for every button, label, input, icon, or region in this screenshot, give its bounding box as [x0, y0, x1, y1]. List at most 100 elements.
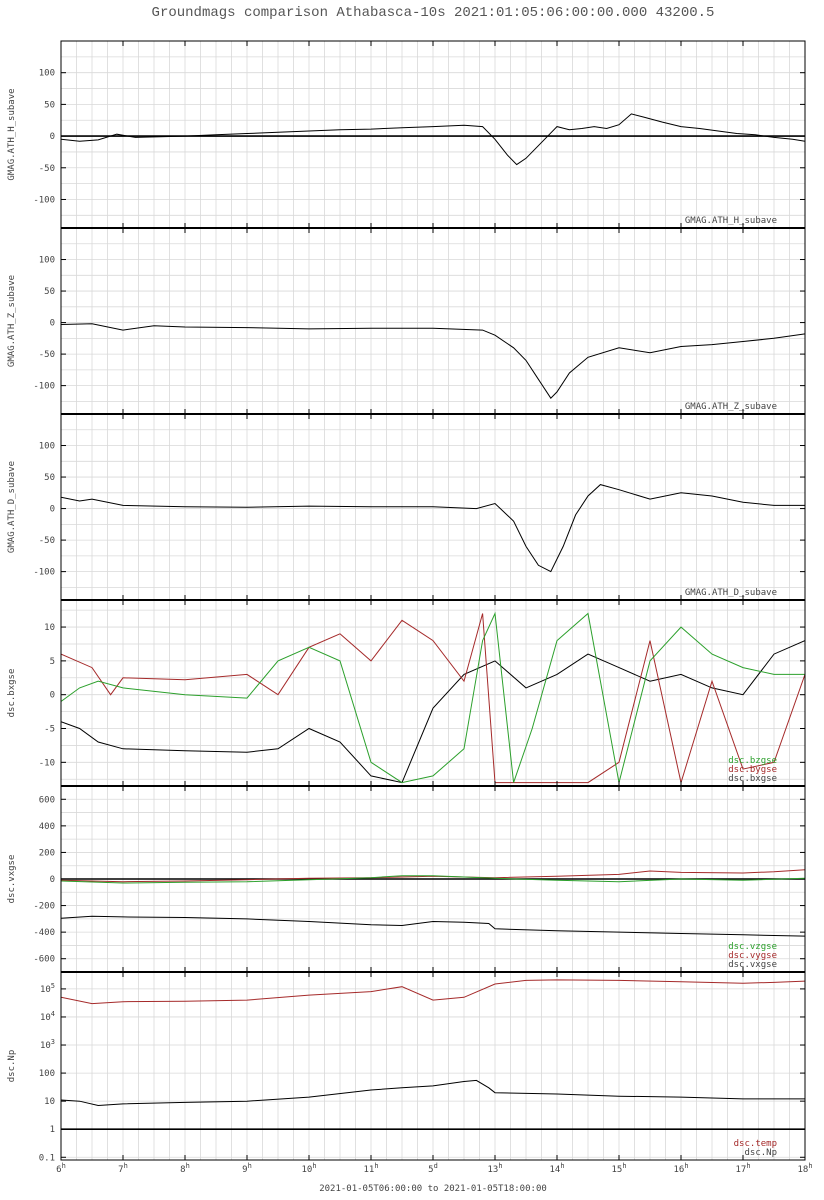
series-line-dsc-temp	[61, 979, 805, 1005]
series-line-dsc-vygse	[61, 869, 805, 883]
panels: 100500-50-100GMAG.ATH_H_subaveGMAG.ATH_H…	[7, 40, 813, 1175]
y-tick-label: -200	[33, 902, 55, 912]
y-tick-label: -10	[39, 758, 55, 768]
x-tick-suffix: d	[434, 1162, 438, 1170]
x-tick-label: 16h	[673, 1162, 688, 1175]
x-tick-suffix: h	[746, 1162, 750, 1170]
series-line-dsc-vzgse	[61, 875, 805, 884]
legend-entry: dsc.temp	[734, 1139, 777, 1149]
x-tick-suffix: h	[560, 1162, 564, 1170]
x-tick-suffix: h	[312, 1162, 316, 1170]
y-tick-label: -50	[39, 164, 55, 174]
y-tick-label: 100	[39, 69, 55, 79]
figure-title: Groundmags comparison Athabasca-10s 2021…	[152, 5, 715, 21]
y-axis-label: dsc.vxgse	[7, 855, 17, 904]
y-axis-label: GMAG.ATH_H_subave	[7, 88, 17, 180]
y-tick-label: -100	[33, 568, 55, 578]
y-axis-label: dsc.bxgse	[7, 669, 17, 718]
y-tick-label: 0	[50, 691, 55, 701]
y-axis-label: GMAG.ATH_Z_subave	[7, 275, 17, 367]
x-tick-label: 9h	[242, 1162, 252, 1175]
series-line-dsc-bxgse	[61, 640, 805, 784]
series-line-dsc-vxgse	[61, 915, 805, 937]
y-tick-label: 0	[50, 875, 55, 885]
x-tick-suffix: h	[62, 1162, 66, 1170]
legend-entry: GMAG.ATH_H_subave	[685, 216, 777, 226]
series-line-gmag-ath-h-subave	[61, 113, 805, 166]
y-tick-label: 600	[39, 795, 55, 805]
y-tick-label: 5	[50, 657, 55, 667]
y-tick-label: 0.1	[39, 1153, 55, 1163]
panel-3: 100 50 0 -50 -100 GMAG.ATH_D_subave GMAG.ATH_D…	[7, 413, 806, 601]
x-tick-label: 6h	[56, 1162, 66, 1175]
panel-5: 600 400 200 0 -200 -400 -600 dsc.vzgsedsc.vygse…	[7, 785, 806, 973]
y-tick-label: 100	[39, 256, 55, 266]
time-range-footer: 2021-01-05T06:00:00 to 2021-01-05T18:00:…	[319, 1184, 547, 1194]
y-tick-label: 400	[39, 822, 55, 832]
x-tick-label: 15h	[611, 1162, 626, 1175]
legend-entry: dsc.vzgse	[728, 942, 777, 952]
x-tick-suffix: h	[498, 1162, 502, 1170]
x-tick-suffix: h	[124, 1162, 128, 1170]
legend-entry: dsc.vxgse	[728, 960, 777, 970]
panel-1: 100 50 0 -50 -100 GMAG.ATH_H_subave GMAG.ATH_H…	[7, 40, 806, 229]
legend-entry: dsc.vygse	[728, 951, 777, 961]
y-tick-label: -5	[44, 725, 55, 735]
legend-entry: dsc.bygse	[728, 765, 777, 775]
x-tick-label: 11h	[363, 1162, 378, 1175]
series-line-gmag-ath-d-subave	[61, 484, 805, 573]
y-tick-label: -100	[33, 382, 55, 392]
y-tick-exponent: 5	[51, 982, 55, 990]
legend-entry: dsc.bzgse	[728, 756, 777, 766]
x-tick-label: 7h	[118, 1162, 128, 1175]
x-tick-label: 10h	[301, 1162, 316, 1175]
x-tick-suffix: h	[186, 1162, 190, 1170]
panel-2: 100 50 0 -50 -100 GMAG.ATH_Z_subave GMAG.ATH_Z…	[7, 227, 806, 415]
y-tick-label: 100	[39, 1069, 55, 1079]
y-tick-label: 10	[44, 623, 55, 633]
x-tick-suffix: h	[622, 1162, 626, 1170]
series-line-dsc-np	[61, 1079, 805, 1107]
x-tick-label: 5d	[428, 1162, 438, 1175]
y-tick-label: 103	[40, 1038, 55, 1051]
series-line-dsc-bzgse	[61, 611, 805, 784]
y-axis-label: dsc.Np	[7, 1050, 17, 1083]
y-tick-label: 50	[44, 287, 55, 297]
x-tick-label: 8h	[180, 1162, 190, 1175]
legend-entry: GMAG.ATH_D_subave	[685, 588, 777, 598]
y-tick-label: -50	[39, 536, 55, 546]
y-tick-label: -400	[33, 928, 55, 938]
x-tick-suffix: h	[808, 1162, 812, 1170]
x-tick-label: 13h	[487, 1162, 502, 1175]
y-tick-label: 0	[50, 132, 55, 142]
y-tick-exponent: 3	[51, 1038, 55, 1046]
y-tick-exponent: 4	[51, 1010, 55, 1018]
x-tick-label: 18h	[797, 1162, 812, 1175]
y-tick-label: 200	[39, 848, 55, 858]
y-tick-label: 0	[50, 319, 55, 329]
series-line-gmag-ath-z-subave	[61, 323, 805, 399]
x-tick-suffix: h	[374, 1162, 378, 1170]
y-tick-label: 10	[44, 1097, 55, 1107]
y-tick-label: -50	[39, 350, 55, 360]
y-tick-label: 0	[50, 505, 55, 515]
legend-entry: dsc.Np	[744, 1148, 777, 1158]
y-tick-label: -600	[33, 955, 55, 965]
y-tick-label: 104	[40, 1010, 55, 1023]
y-tick-label: 50	[44, 473, 55, 483]
y-axis-label: GMAG.ATH_D_subave	[7, 461, 17, 553]
y-tick-label: 105	[40, 982, 55, 995]
x-tick-suffix: h	[684, 1162, 688, 1170]
legend-entry: dsc.bxgse	[728, 774, 777, 784]
y-tick-label: 100	[39, 442, 55, 452]
x-tick-label: 17h	[735, 1162, 750, 1175]
legend-entry: GMAG.ATH_Z_subave	[685, 402, 777, 412]
x-tick-label: 14h	[549, 1162, 564, 1175]
y-tick-label: -100	[33, 195, 55, 205]
y-tick-label: 1	[50, 1125, 55, 1135]
x-tick-suffix: h	[248, 1162, 252, 1170]
y-tick-label: 50	[44, 100, 55, 110]
